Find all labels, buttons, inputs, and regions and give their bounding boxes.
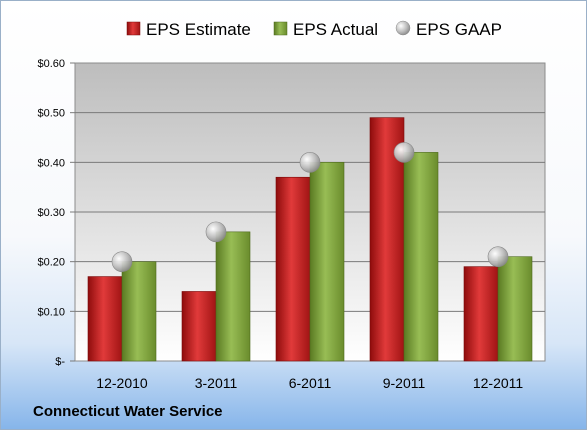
y-tick-label: $-	[55, 356, 65, 368]
y-tick-label: $0.50	[37, 108, 65, 120]
company-name: Connecticut Water Service	[33, 403, 223, 420]
x-tick-label: 12-2010	[96, 375, 148, 391]
y-tick-label: $0.40	[37, 157, 65, 169]
legend: EPS Estimate EPS Actual EPS GAAP	[126, 20, 502, 39]
bar-estimate	[463, 266, 499, 362]
bar-estimate	[181, 291, 217, 362]
y-tick-label: $0.60	[37, 58, 65, 70]
bar-actual	[403, 152, 439, 362]
bar-actual	[309, 162, 345, 362]
legend-label-actual: EPS Actual	[293, 20, 378, 39]
legend-label-gaap: EPS GAAP	[416, 20, 502, 39]
x-tick-label: 12-2011	[473, 375, 524, 391]
bar-estimate	[87, 276, 123, 362]
gaap-point	[111, 251, 133, 272]
bar-estimate	[275, 176, 311, 362]
legend-label-estimate: EPS Estimate	[146, 20, 251, 39]
y-tick-label: $0.30	[37, 207, 65, 219]
bars	[87, 117, 533, 362]
x-tick-label: 6-2011	[289, 375, 332, 391]
gaap-point	[205, 221, 227, 243]
legend-swatch-estimate	[126, 21, 141, 36]
legend-swatch-actual	[273, 21, 288, 36]
y-axis-ticks: $- $0.10 $0.20 $0.30 $0.40 $0.50 $0.60	[37, 58, 75, 368]
gaap-point	[393, 142, 415, 163]
gaap-points	[111, 142, 509, 272]
y-tick-label: $0.10	[37, 306, 65, 318]
x-tick-label: 9-2011	[383, 375, 426, 391]
legend-marker-gaap	[395, 20, 411, 36]
bar-actual	[497, 256, 533, 362]
gaap-point	[487, 246, 509, 267]
bar-actual	[215, 231, 251, 362]
x-tick-label: 3-2011	[195, 375, 238, 391]
bar-actual	[121, 261, 157, 362]
gaap-point	[299, 152, 321, 173]
y-tick-label: $0.20	[37, 257, 65, 269]
x-axis-labels: 12-2010 3-2011 6-2011 9-2011 12-2011	[96, 375, 523, 391]
